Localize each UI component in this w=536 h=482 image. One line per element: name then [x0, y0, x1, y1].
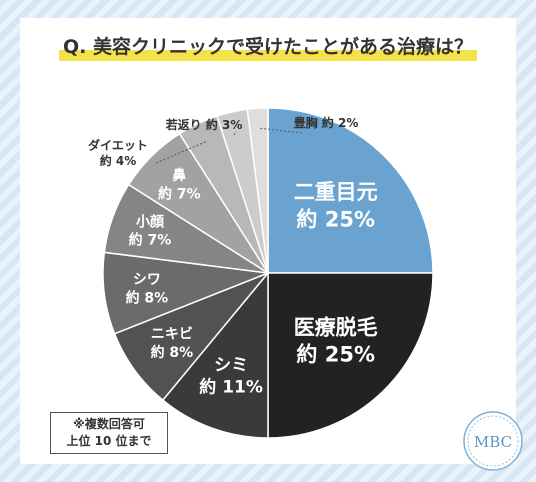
- slice-label-1: 二重目元: [294, 180, 378, 204]
- slice-label-10: 豊胸 約 2%: [294, 115, 359, 130]
- slice-label-6: 小顔: [136, 213, 165, 230]
- slice-value-8: 約 4%: [100, 153, 137, 168]
- pie-slice-2: [267, 272, 434, 439]
- slice-value-3: 約 11%: [199, 377, 263, 398]
- slice-label-7: 鼻: [172, 167, 186, 184]
- slice-label-8: ダイエット: [88, 137, 148, 152]
- slice-value-6: 約 7%: [129, 232, 172, 249]
- slice-value-4: 約 8%: [151, 344, 194, 361]
- note-line-2: 上位 10 位まで: [66, 434, 152, 448]
- slice-label-2: 医療脱毛: [294, 315, 378, 339]
- slice-label-3: シミ: [214, 355, 248, 375]
- pie-slice-1: [267, 107, 434, 274]
- chart-title: Q. 美容クリニックで受けたことがある治療は？: [59, 32, 477, 61]
- leader-line-8: [155, 141, 207, 164]
- note-line-1: ※複数回答可: [73, 417, 145, 431]
- mbc-logo: MBC: [463, 411, 523, 471]
- leader-line-10: [258, 127, 303, 134]
- leader-line-9: [233, 131, 237, 136]
- slice-label-5: シワ: [133, 272, 161, 288]
- slice-value-5: 約 8%: [126, 289, 169, 306]
- slice-value-7: 約 7%: [158, 185, 201, 202]
- slice-label-9: 若返り 約 3%: [165, 117, 243, 132]
- pie-slice-10: [246, 107, 269, 274]
- slice-value-2: 約 25%: [296, 343, 375, 367]
- chart-card: Q. 美容クリニックで受けたことがある治療は？ 二重目元約 25% 医療脱毛約 2…: [20, 18, 523, 471]
- logo-text: MBC: [474, 433, 512, 451]
- slice-value-1: 約 25%: [296, 207, 375, 231]
- pie-slice-3: [161, 270, 269, 439]
- slice-label-4: ニキビ: [151, 327, 193, 343]
- note-box: ※複数回答可 上位 10 位まで: [50, 412, 168, 454]
